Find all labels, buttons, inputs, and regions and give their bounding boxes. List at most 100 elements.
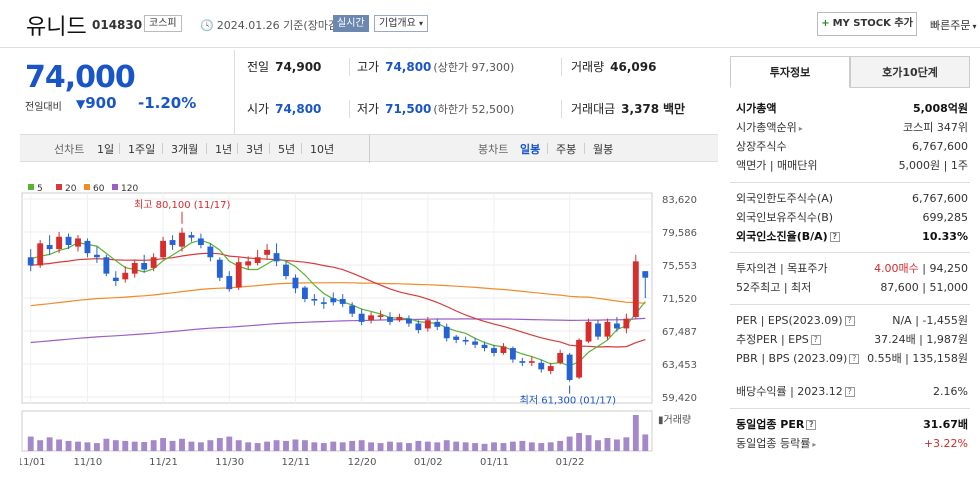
prev-close-value: 74,900 [275, 60, 322, 74]
foreign-limit-label: 외국인한도주식수(A) [736, 192, 834, 205]
candle-body [500, 346, 507, 353]
candle-body [604, 321, 611, 337]
x-tick-label: 11/10 [73, 457, 102, 468]
foreign-limit-row: 외국인한도주식수(A) 6,767,600 [736, 189, 968, 208]
candlestick-chart: 83,620 79,586 75,553 71,520 67,487 63,453 59,4… [17, 184, 697, 468]
candle-body [387, 316, 393, 322]
candle-body [434, 321, 441, 327]
candle-body [405, 318, 412, 324]
tab-orderbook[interactable]: 호가10단계 [850, 56, 970, 88]
ma5-line [30, 239, 646, 367]
opinion-value: 4.00매수 | 94,250 [874, 262, 968, 275]
volume-value: 46,096 [610, 60, 657, 74]
volume-bar [301, 440, 308, 451]
plus-icon: + [821, 18, 830, 29]
ma20-line [30, 252, 646, 348]
week52-label: 52주최고 | 최저 [736, 281, 812, 294]
candle-body [292, 277, 299, 289]
legend-swatch [56, 184, 62, 190]
volume-bar [632, 415, 639, 451]
volume-bar [491, 442, 497, 451]
market-badge: 코스피 [144, 15, 182, 32]
foreign-ratio-label: 외국인소진율(B/A)? [736, 227, 840, 246]
volume-bar [27, 436, 34, 451]
ma60-line [30, 282, 646, 307]
tab-1y[interactable]: 1년 [215, 143, 233, 156]
tab-monthly[interactable]: 월봉 [593, 143, 614, 156]
volume-bar [613, 439, 620, 451]
tab-3m[interactable]: 3개월 [171, 143, 199, 156]
industry-per-label: 동일업종 PER? [736, 415, 817, 434]
quote-date-text: 2024.01.26 기준(장마감) [216, 19, 343, 32]
volume-bar [547, 442, 554, 451]
candle-body [93, 254, 100, 258]
per-text: PER | EPS(2023.09) [736, 314, 843, 327]
tab-1d[interactable]: 1일 [97, 143, 115, 156]
help-icon[interactable]: ? [844, 387, 855, 397]
volume-bar [103, 438, 110, 451]
tab-1w[interactable]: 1주일 [128, 143, 156, 156]
legend-label: 120 [121, 184, 138, 194]
tab-3y[interactable]: 3년 [246, 143, 264, 156]
quote-date: 🕓 2024.01.26 기준(장마감) [200, 17, 342, 33]
candle-body [358, 313, 365, 322]
par-row: 액면가 | 매매단위 5,000원 | 1주 [736, 156, 968, 175]
price-chart: 83,620 79,586 75,553 71,520 67,487 63,453 59,4… [17, 175, 720, 475]
y-tick-label: 67,487 [662, 327, 697, 338]
price-summary: 74,000 전일대비 ▼900 -1.20% [20, 50, 234, 136]
volume-bar [500, 443, 507, 451]
candle-body [301, 287, 308, 299]
add-mystock-button[interactable]: + MY STOCK 추가 [817, 12, 917, 36]
volume-bar [283, 440, 289, 451]
amount-label: 거래대금 [571, 102, 616, 116]
help-icon[interactable]: ? [844, 316, 855, 326]
market-cap-value: 5,008억원 [912, 102, 968, 115]
help-icon[interactable]: ? [849, 354, 860, 364]
volume-bar [557, 440, 564, 451]
legend-swatch [28, 184, 34, 190]
help-icon[interactable]: ? [810, 335, 821, 345]
x-tick-label: 12/20 [348, 457, 377, 468]
volume-frame [21, 410, 653, 452]
chevron-down-icon: ▾ [972, 22, 977, 31]
volume-bar [311, 442, 318, 451]
high-price: 고가 74,800 (상한가 97,300) [357, 52, 514, 82]
high-value: 74,800 [385, 60, 432, 74]
price-change-pct: -1.20% [138, 94, 197, 112]
shares-label: 상장주식수 [736, 140, 787, 153]
company-overview-button[interactable]: 기업개요 ▾ [374, 15, 429, 32]
foreign-ratio-row: 외국인소진율(B/A)? 10.33% [736, 227, 968, 246]
pbr-row: PBR | BPS (2023.09)? 0.55배 | 135,158원 [736, 349, 968, 368]
candle-body [443, 326, 450, 339]
invest-info-panel: 투자정보 호가10단계 시가총액 5,008억원 시가총액순위 ▸ 코스피 347위 … [730, 56, 970, 476]
foreign-ratio-text: 외국인소진율(B/A) [736, 230, 828, 243]
volume-bar [273, 440, 280, 451]
low-value: 71,500 [385, 102, 432, 116]
tab-invest-info[interactable]: 투자정보 [730, 56, 850, 88]
candle-body [122, 272, 129, 280]
volume-bar [197, 442, 204, 451]
est-per-text: 추정PER | EPS [736, 333, 809, 346]
est-per-label: 추정PER | EPS? [736, 330, 821, 349]
tab-5y[interactable]: 5년 [278, 143, 296, 156]
quick-order-button[interactable]: 빠른주문 ▾ [930, 17, 977, 33]
candle-body [576, 339, 583, 378]
volume-bar [566, 436, 573, 451]
dividend-label: 배당수익률 | 2023.12? [736, 382, 855, 401]
tab-daily[interactable]: 일봉 [520, 143, 541, 156]
volume-bar [75, 441, 81, 451]
x-tick-label: 11/21 [149, 457, 178, 468]
price-change-value: 900 [85, 94, 117, 112]
volume-bar [141, 442, 148, 451]
volume-bar [160, 438, 167, 451]
candle-body [245, 261, 252, 266]
realtime-button[interactable]: 실시간 [333, 15, 369, 32]
help-icon[interactable]: ? [829, 232, 840, 242]
help-icon[interactable]: ? [806, 420, 817, 430]
opinion-row: 투자의견 | 목표주가 4.00매수 | 94,250 [736, 259, 968, 278]
volume-bar [595, 440, 601, 451]
candle-body [538, 362, 545, 370]
tab-10y[interactable]: 10년 [310, 143, 335, 156]
tab-weekly[interactable]: 주봉 [556, 143, 577, 156]
x-tick-label: 11/30 [215, 457, 244, 468]
